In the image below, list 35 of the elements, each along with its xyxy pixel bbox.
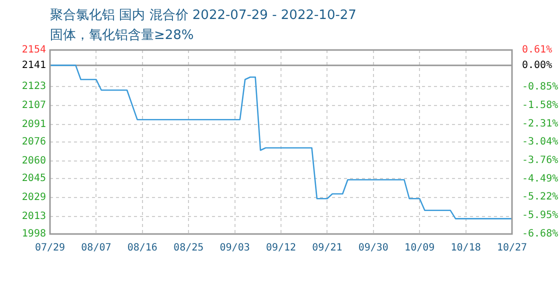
- x-tick-label: 09/03: [220, 242, 250, 254]
- y-tick-label: 2045: [22, 173, 46, 184]
- x-tick-label: 09/30: [358, 242, 388, 254]
- y2-tick-label: -4.49%: [522, 173, 558, 184]
- y-tick-label: 2029: [22, 192, 46, 204]
- y-tick-label: 2013: [22, 210, 46, 222]
- x-tick-label: 08/25: [174, 242, 204, 254]
- y2-tick-label: 0.61%: [522, 44, 552, 56]
- y2-tick-label: -2.31%: [522, 118, 558, 130]
- x-tick-label: 10/27: [496, 242, 528, 254]
- y2-tick-label: 0.00%: [522, 60, 552, 71]
- y2-tick-label: -6.68%: [522, 228, 558, 240]
- x-tick-label: 09/21: [312, 242, 342, 254]
- chart-title: 聚合氯化铝 国内 混合价 2022-07-29 - 2022-10-27: [50, 7, 356, 24]
- y-tick-label: 2154: [22, 44, 46, 56]
- y2-tick-label: -3.04%: [522, 136, 558, 148]
- y2-tick-label: -5.95%: [522, 210, 558, 222]
- y2-tick-label: -3.76%: [522, 154, 558, 166]
- y-tick-label: 2123: [22, 81, 46, 92]
- y-tick-label: 2141: [22, 60, 46, 71]
- x-tick-label: 09/12: [266, 242, 296, 254]
- x-tick-label: 10/18: [450, 242, 481, 254]
- y-tick-label: 1998: [22, 228, 46, 240]
- y2-tick-label: -1.58%: [522, 100, 558, 111]
- y-tick-label: 2076: [22, 136, 46, 148]
- x-tick-label: 08/07: [81, 242, 112, 254]
- y-tick-label: 2091: [22, 118, 46, 130]
- x-tick-label: 10/09: [404, 242, 435, 254]
- y-tick-label: 2107: [22, 100, 46, 112]
- y2-tick-label: -0.85%: [522, 81, 558, 92]
- chart-subtitle: 固体，氧化铝含量≥28%: [50, 27, 194, 44]
- x-tick-label: 08/16: [127, 242, 158, 254]
- y-tick-label: 2060: [22, 155, 46, 166]
- x-tick-label: 07/29: [34, 242, 66, 254]
- y2-tick-label: -5.22%: [522, 192, 558, 203]
